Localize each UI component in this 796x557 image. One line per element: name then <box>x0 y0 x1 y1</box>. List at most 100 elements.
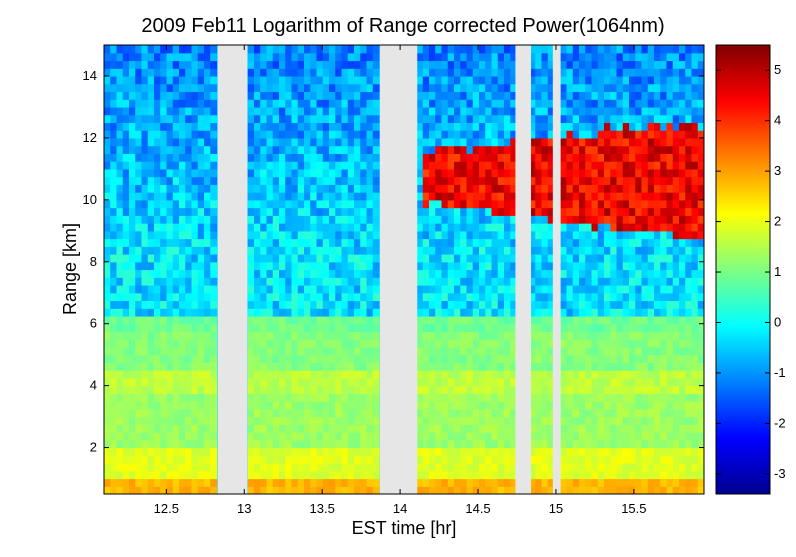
heatmap-cell <box>441 168 449 178</box>
heatmap-cell <box>172 486 180 494</box>
heatmap-cell <box>272 45 280 54</box>
heatmap-cell <box>560 478 568 487</box>
heatmap-cell <box>304 168 311 178</box>
heatmap-cell <box>166 106 174 116</box>
heatmap-cell <box>629 393 636 402</box>
heatmap-cell <box>341 424 349 433</box>
heatmap-cell <box>166 145 174 154</box>
heatmap-cell <box>585 455 593 464</box>
heatmap-cell <box>616 199 624 209</box>
heatmap-cell <box>147 52 155 62</box>
heatmap-cell <box>135 447 143 456</box>
heatmap-cell <box>272 486 280 494</box>
heatmap-cell <box>154 153 161 162</box>
heatmap-cell <box>666 45 674 54</box>
heatmap-cell <box>685 470 693 480</box>
heatmap-cell <box>316 377 324 387</box>
heatmap-cell <box>266 463 274 472</box>
heatmap-cell <box>366 447 374 456</box>
heatmap-cell <box>322 106 330 116</box>
heatmap-cell <box>435 122 443 131</box>
heatmap-cell <box>579 308 586 317</box>
heatmap-cell <box>466 463 474 472</box>
heatmap-cell <box>685 130 693 139</box>
heatmap-cell <box>116 362 124 371</box>
heatmap-cell <box>529 68 536 77</box>
heatmap-cell <box>204 362 211 371</box>
heatmap-cell <box>510 408 518 418</box>
heatmap-cell <box>566 161 574 170</box>
heatmap-cell <box>566 331 574 340</box>
heatmap-cell <box>429 114 436 124</box>
heatmap-cell <box>422 463 430 472</box>
heatmap-cell <box>172 60 180 69</box>
heatmap-cell <box>179 99 186 108</box>
heatmap-cell <box>372 284 380 294</box>
heatmap-cell <box>472 83 480 93</box>
heatmap-cell <box>616 106 624 116</box>
heatmap-cell <box>354 137 361 147</box>
heatmap-cell <box>316 238 324 247</box>
heatmap-cell <box>672 68 680 77</box>
heatmap-cell <box>479 447 486 456</box>
heatmap-cell <box>435 408 443 418</box>
colorbar-tick-label: 1 <box>774 264 781 279</box>
heatmap-cell <box>316 277 324 286</box>
heatmap-cell <box>610 463 618 472</box>
heatmap-cell <box>566 408 574 418</box>
heatmap-cell <box>129 254 136 263</box>
heatmap-cell <box>441 323 449 333</box>
heatmap-cell <box>447 238 455 247</box>
heatmap-cell <box>647 362 655 371</box>
heatmap-cell <box>479 362 486 371</box>
heatmap-cell <box>354 168 361 178</box>
heatmap-cell <box>666 68 674 77</box>
heatmap-cell <box>429 292 436 302</box>
heatmap-cell <box>497 339 505 348</box>
heatmap-cell <box>279 447 286 456</box>
heatmap-cell <box>247 292 255 302</box>
heatmap-cell <box>504 463 511 472</box>
heatmap-cell <box>497 261 505 271</box>
heatmap-cell <box>591 106 599 116</box>
heatmap-cell <box>316 455 324 464</box>
heatmap-cell <box>616 223 624 232</box>
heatmap-cell <box>110 439 118 449</box>
heatmap-cell <box>347 486 355 494</box>
heatmap-cell <box>497 284 505 294</box>
heatmap-cell <box>547 346 555 356</box>
heatmap-cell <box>341 416 349 425</box>
heatmap-cell <box>697 153 704 162</box>
heatmap-cell <box>454 137 461 147</box>
heatmap-cell <box>297 192 305 201</box>
heatmap-cell <box>254 292 261 302</box>
heatmap-cell <box>622 176 630 185</box>
heatmap-cell <box>691 45 699 54</box>
heatmap-cell <box>547 408 555 418</box>
heatmap-cell <box>297 168 305 178</box>
heatmap-cell <box>285 377 293 387</box>
heatmap-cell <box>297 75 305 85</box>
heatmap-cell <box>591 45 599 54</box>
heatmap-cell <box>335 153 343 162</box>
heatmap-cell <box>147 284 155 294</box>
heatmap-cell <box>491 292 499 302</box>
heatmap-cell <box>441 45 449 54</box>
heatmap-cell <box>466 478 474 487</box>
heatmap-cell <box>529 192 536 201</box>
heatmap-cell <box>185 45 193 54</box>
heatmap-cell <box>141 385 149 394</box>
heatmap-cell <box>322 176 330 185</box>
heatmap-cell <box>129 246 136 255</box>
heatmap-cell <box>260 207 268 216</box>
heatmap-cell <box>654 424 661 433</box>
heatmap-cell <box>447 323 455 333</box>
heatmap-cell <box>535 168 543 178</box>
heatmap-cell <box>641 153 649 162</box>
heatmap-cell <box>329 192 336 201</box>
heatmap-cell <box>604 447 611 456</box>
heatmap-cell <box>504 408 511 418</box>
heatmap-cell <box>479 261 486 271</box>
heatmap-cell <box>616 308 624 317</box>
heatmap-cell <box>547 184 555 193</box>
